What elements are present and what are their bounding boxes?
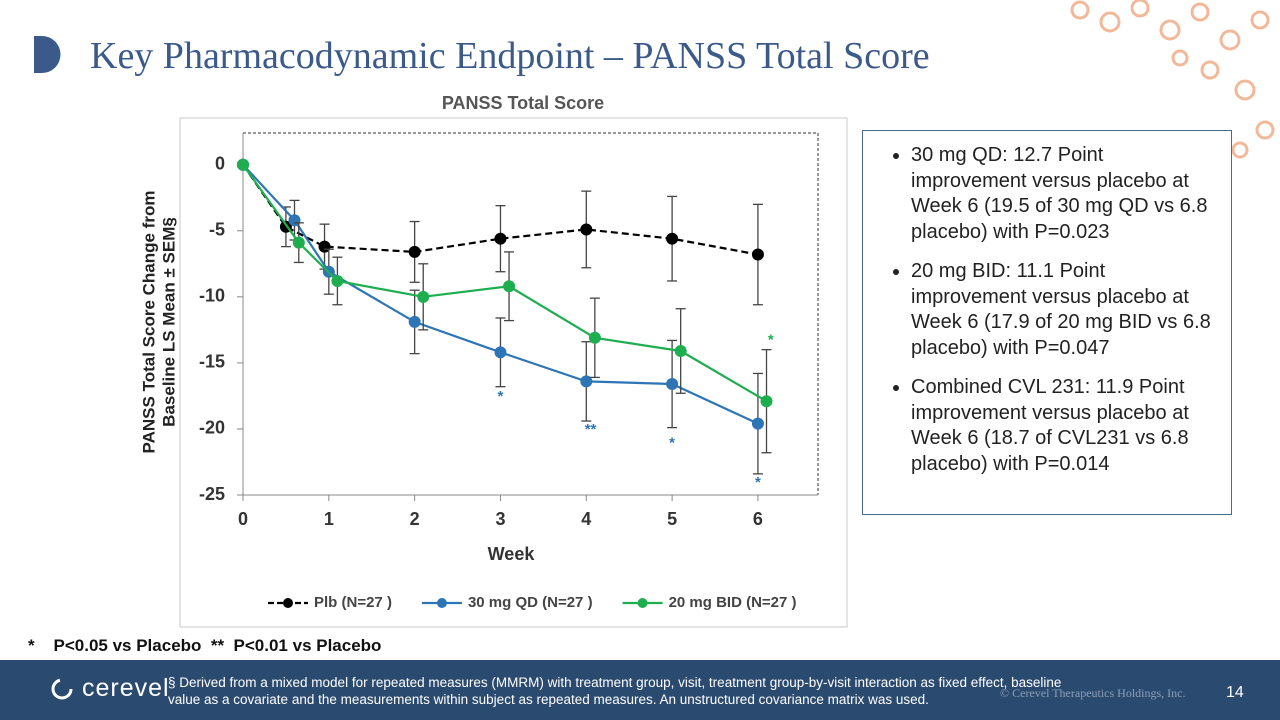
y-tick-label: -25 (199, 484, 225, 504)
bullet: 20 mg BID: 11.1 Point improvement versus… (911, 259, 1213, 361)
y-tick-label: -20 (199, 418, 225, 438)
x-tick-label: 3 (495, 509, 505, 529)
data-point (580, 375, 593, 388)
y-tick-label: -10 (199, 286, 225, 306)
significance-marker: * (755, 474, 761, 491)
footer-band (0, 660, 1280, 720)
legend-label: Plb (N=27 ) (314, 594, 392, 611)
data-point (588, 331, 601, 344)
x-tick-label: 6 (753, 509, 763, 529)
x-axis-label: Week (488, 544, 536, 564)
significance-note: * P<0.05 vs Placebo ** P<0.01 vs Placebo (28, 636, 382, 655)
data-point (237, 158, 249, 171)
data-point (751, 248, 764, 261)
data-point (674, 344, 687, 357)
summary-box: 30 mg QD: 12.7 Point improvement versus … (862, 130, 1232, 515)
data-point (760, 395, 773, 408)
legend-marker (637, 598, 648, 608)
series-line (242, 164, 768, 403)
copyright: © Cerevel Therapeutics Holdings, Inc. (1000, 686, 1186, 700)
y-axis-label-line: Baseline LS Mean ± SEM§ (159, 217, 178, 427)
y-axis-label: PANSS Total Score Change from Baseline L… (139, 191, 178, 454)
legend-marker (436, 598, 447, 608)
significance-marker: * (669, 434, 675, 451)
legend-label: 20 mg BID (N=27 ) (669, 594, 797, 611)
x-tick-label: 2 (410, 509, 420, 529)
legend-marker (283, 598, 293, 608)
data-point (494, 232, 507, 245)
significance-marker: * (768, 331, 774, 348)
data-point (666, 378, 679, 391)
chart-frame (179, 117, 848, 628)
data-point (751, 417, 764, 430)
slide-title: Key Pharmacodynamic Endpoint – PANSS Tot… (90, 35, 930, 77)
data-point (494, 346, 507, 359)
footnote: § Derived from a mixed model for repeate… (168, 675, 1062, 707)
y-tick-label: -15 (199, 352, 225, 372)
series-line (242, 163, 759, 425)
x-tick-label: 1 (324, 509, 334, 529)
decoration (1070, 0, 1275, 159)
chart-title: PANSS Total Score (442, 93, 604, 113)
data-point (408, 245, 421, 258)
significance-marker: ** (585, 421, 597, 438)
data-point (580, 223, 593, 236)
significance-marker: * (498, 388, 504, 405)
bullet-list: 30 mg QD: 12.7 Point improvement versus … (877, 143, 1213, 477)
y-tick-label: 0 (215, 153, 225, 173)
x-tick-label: 5 (667, 509, 677, 529)
title-icon (34, 36, 61, 73)
data-point (503, 280, 516, 293)
y-axis-label-line: PANSS Total Score Change from (139, 191, 158, 454)
bullet: Combined CVL 231: 11.9 Point improvement… (911, 375, 1213, 477)
x-tick-label: 0 (238, 509, 248, 529)
y-tick-label: -5 (209, 220, 225, 240)
page-number: 14 (1226, 684, 1244, 701)
legend-label: 30 mg QD (N=27 ) (468, 594, 593, 611)
data-point (417, 290, 430, 303)
plot-frame (243, 132, 819, 495)
data-point (292, 236, 305, 249)
series-line (242, 164, 759, 256)
data-point (666, 232, 679, 245)
x-tick-label: 4 (581, 509, 591, 529)
bullet: 30 mg QD: 12.7 Point improvement versus … (911, 143, 1213, 245)
data-point (408, 315, 421, 328)
data-point (331, 274, 344, 287)
logo: cerevel (82, 674, 170, 702)
